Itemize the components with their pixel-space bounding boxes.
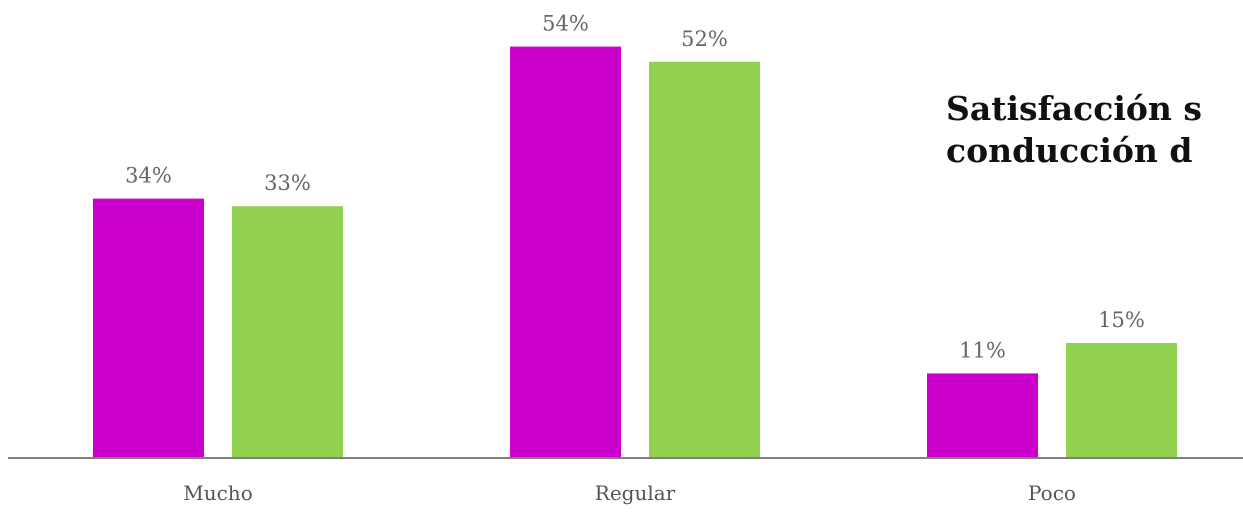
bar-regular-series-1 — [510, 46, 621, 457]
value-label-poco-series-1: 11% — [959, 338, 1006, 362]
category-label-regular: Regular — [595, 481, 676, 505]
category-label-mucho: Mucho — [183, 481, 252, 505]
value-label-regular-series-1: 54% — [542, 12, 589, 36]
bar-poco-series-1 — [927, 373, 1038, 457]
value-labels-group: 34% 33% 54% 52% 11% 15% — [125, 12, 1145, 363]
value-label-regular-series-2: 52% — [681, 27, 728, 51]
value-label-mucho-series-1: 34% — [125, 164, 172, 188]
bar-poco-series-2 — [1066, 343, 1177, 457]
value-label-poco-series-2: 15% — [1098, 308, 1145, 332]
bar-mucho-series-1 — [93, 198, 204, 457]
bar-mucho-series-2 — [232, 206, 343, 457]
bar-regular-series-2 — [649, 61, 760, 458]
category-label-poco: Poco — [1028, 481, 1076, 505]
category-labels-group: Mucho Regular Poco — [183, 481, 1076, 505]
bars-group — [93, 46, 1177, 458]
value-label-mucho-series-2: 33% — [264, 171, 311, 195]
